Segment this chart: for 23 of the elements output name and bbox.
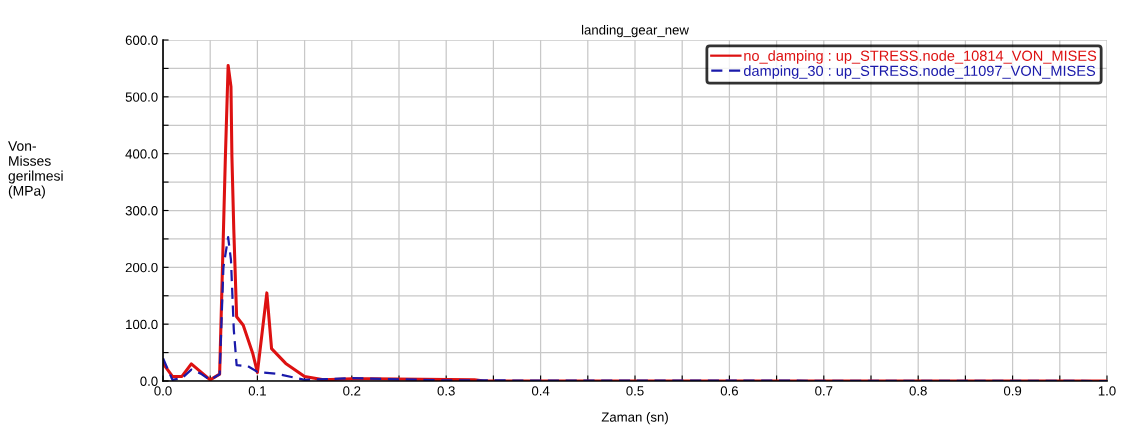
x-tick-label: 0.9 — [1003, 386, 1022, 396]
y-tick-label: 100.0 — [126, 319, 158, 330]
x-tick-label: 0.1 — [248, 386, 266, 396]
chart-title: landing_gear_new — [581, 24, 689, 38]
y-axis-title: Von- Misses gerilmesi (MPa) — [8, 141, 63, 199]
y-tick-label: 400.0 — [125, 149, 158, 159]
x-tick-label: 0.6 — [720, 386, 738, 396]
y-tick-label: 0.0 — [140, 376, 158, 386]
legend-label: damping_30 : up_STRESS.node_11097_VON_MISES — [743, 65, 1096, 79]
x-tick-label: 0.7 — [815, 386, 833, 396]
x-axis-title: Zaman (sn) — [601, 412, 668, 425]
y-tick-label: 300.0 — [125, 206, 158, 216]
x-tick-label: 0.3 — [437, 386, 455, 396]
y-tick-label: 500.0 — [125, 92, 158, 102]
x-tick-label: 0.8 — [909, 386, 927, 396]
x-tick-label: 0.0 — [154, 386, 172, 396]
x-tick-label: 0.5 — [626, 386, 644, 396]
y-tick-label: 200.0 — [125, 262, 158, 273]
x-tick-label: 0.4 — [531, 386, 550, 396]
x-tick-label: 0.2 — [343, 386, 361, 396]
y-tick-label: 600.0 — [125, 35, 158, 45]
legend-label: no_damping : up_STRESS.node_10814_VON_MISES — [744, 50, 1097, 64]
x-tick-label: 1.0 — [1098, 386, 1116, 396]
